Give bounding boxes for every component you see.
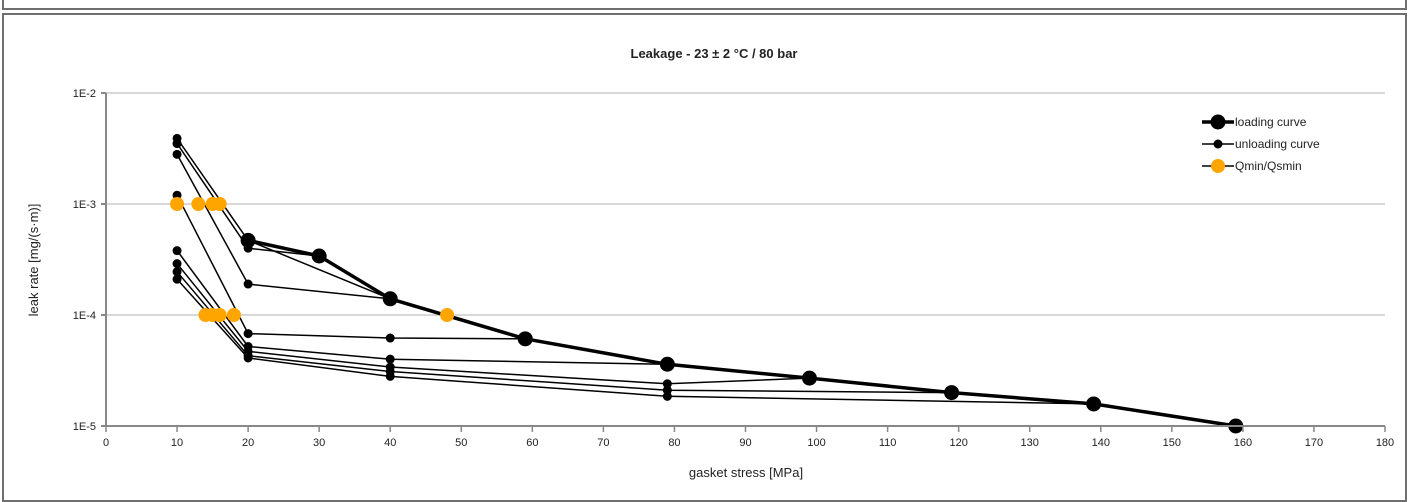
loading-point [659,356,675,372]
x-tick-label: 30 [313,437,325,449]
loading-point [944,385,960,401]
x-tick-label: 100 [807,437,825,449]
unloading-point [243,353,253,363]
loading-point [382,291,398,307]
unloading-curve-line [176,278,1094,405]
unloading-point [662,391,672,401]
unloading-point [172,259,182,269]
chart-title: Leakage - 23 ± 2 °C / 80 bar [631,46,798,61]
x-tick-label: 40 [384,437,396,449]
loading-point [801,370,817,386]
unloading-point [172,149,182,159]
loading-point [1086,396,1102,412]
upper-panel-edge [2,0,1407,10]
unloading-curve-line [176,194,526,340]
unloading-point [243,329,253,339]
x-tick-label: 160 [1234,437,1252,449]
x-tick-label: 170 [1305,437,1323,449]
x-tick-label: 90 [739,437,751,449]
unloading-point [662,379,672,389]
loading-point [311,248,327,264]
x-tick-label: 110 [879,437,897,449]
x-tick-label: 150 [1163,437,1181,449]
x-tick-label: 120 [949,437,967,449]
unloading-point [385,333,395,343]
loading-point [240,232,256,248]
y-tick-label: 1E-4 [73,310,96,322]
leakage-chart: Leakage - 23 ± 2 °C / 80 bar 1E-21E-31E-… [26,46,1394,480]
y-axis-title: leak rate [mg/(s·m)] [26,204,41,317]
legend-marker [1211,159,1225,173]
tick-labels: 1E-2 1E-3 1E-4 1E-5 0 10 20 30 40 50 60 70 80 90 100 11… [73,88,1394,449]
x-tick-label: 80 [668,437,680,449]
unloading-point [172,246,182,256]
y-tick-label: 1E-3 [73,199,96,211]
x-tick-label: 180 [1376,437,1394,449]
qmin-point [226,308,241,322]
y-tick-label: 1E-5 [73,421,96,433]
unloading-point [172,267,182,277]
x-tick-label: 20 [242,437,254,449]
qmin-point [440,308,455,322]
unloading-point [172,139,182,149]
unloading-point [385,371,395,381]
x-tick-label: 50 [455,437,467,449]
chart-panel: Leakage - 23 ± 2 °C / 80 bar 1E-2 1E-3 1E-… [2,13,1407,502]
series-markers [170,133,1244,434]
x-tick-label: 10 [171,437,183,449]
qmin-point [170,197,185,211]
gridlines [106,92,1385,316]
legend-marker [1213,139,1223,149]
x-tick-label: 0 [103,437,109,449]
series-lines [176,137,1237,428]
x-tick-label: 60 [526,437,538,449]
x-tick-label: 70 [597,437,609,449]
loading-point [517,331,533,347]
x-tick-label: 130 [1021,437,1039,449]
legend-marker [1210,114,1226,130]
x-tick-label: 140 [1092,437,1110,449]
legend-label: loading curve [1235,115,1307,129]
unloading-point [385,354,395,364]
data-series [170,133,1244,434]
qmin-point [191,197,206,211]
unloading-curve-line [176,263,810,385]
unloading-point [243,279,253,289]
unloading-point [172,274,182,284]
legend-label: unloading curve [1235,137,1320,151]
y-tick-label: 1E-2 [73,88,96,100]
qmin-point [212,197,227,211]
unloading-curve-line [176,154,391,300]
axes [101,92,1386,432]
legend: loading curve unloading curve Qmin/Qsmin [1202,114,1320,173]
unloading-curve-line [176,250,668,366]
legend-label: Qmin/Qsmin [1235,159,1302,173]
qmin-point [212,308,227,322]
unloading-curve-line [176,271,952,394]
x-axis-title: gasket stress [MPa] [689,465,803,480]
